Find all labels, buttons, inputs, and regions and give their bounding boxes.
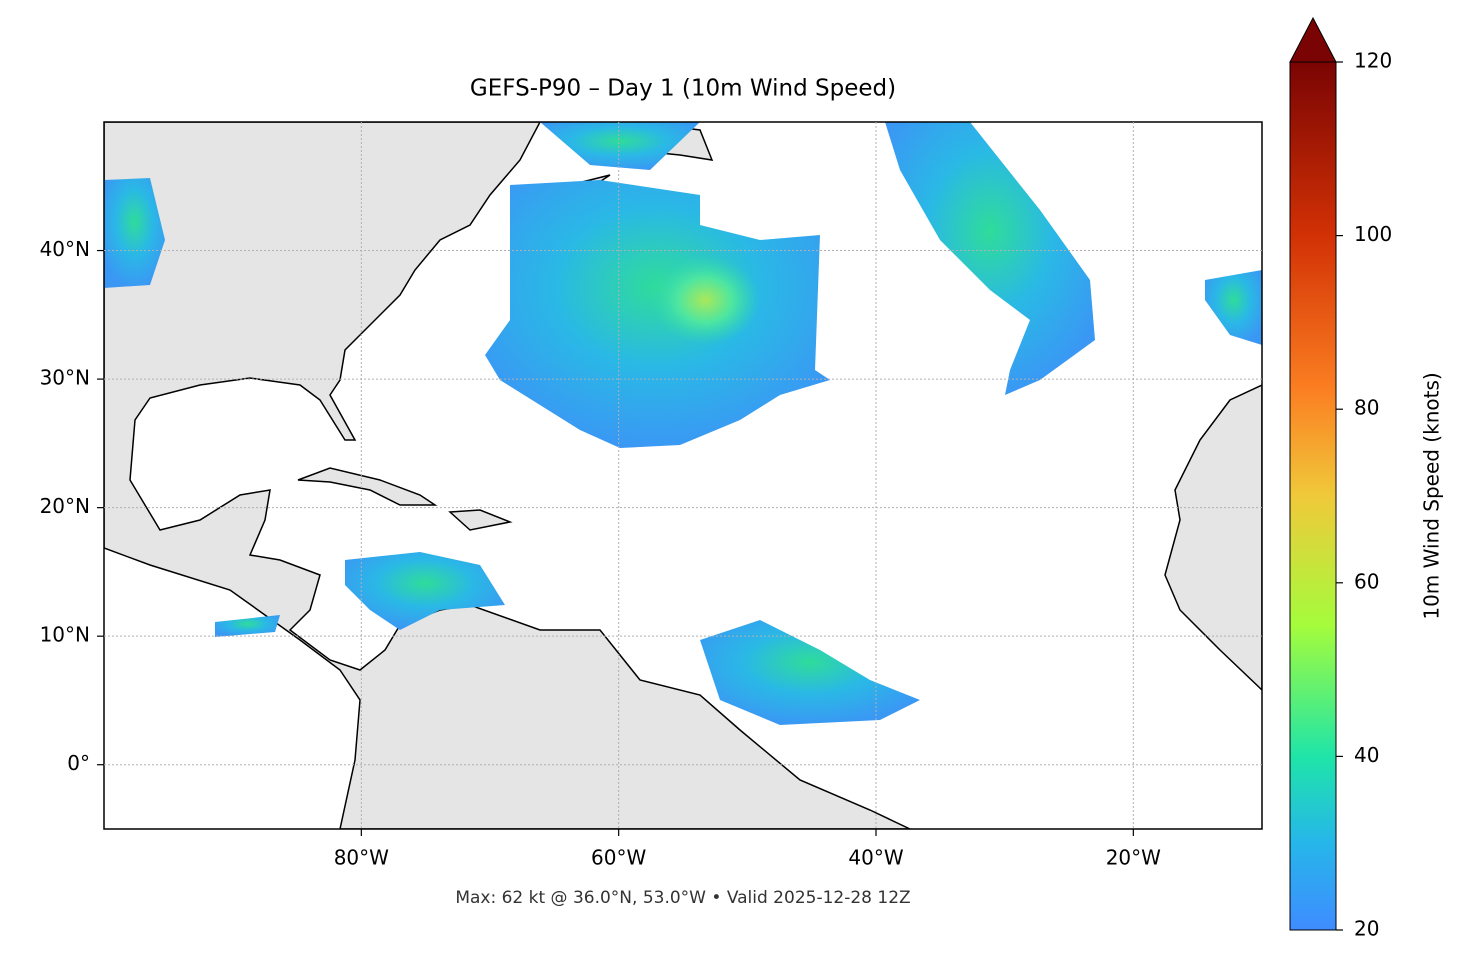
wind-area (540, 122, 700, 170)
colorbar-tick-label: 60 (1354, 569, 1379, 593)
y-tick-label: 40°N (40, 237, 90, 261)
colorbar-tick-label: 80 (1354, 396, 1379, 420)
x-tick-label: 60°W (591, 846, 646, 870)
x-tick-label: 80°W (334, 846, 389, 870)
wind-area (345, 552, 505, 630)
y-tick-label: 30°N (40, 366, 90, 390)
x-tick-label: 20°W (1106, 846, 1161, 870)
y-tick-label: 20°N (40, 494, 90, 518)
wind-area (104, 178, 165, 288)
hispaniola (448, 509, 513, 531)
y-tick-label: 0° (67, 751, 90, 775)
colorbar-tick-label: 100 (1354, 222, 1392, 246)
map-frame (103, 121, 1263, 830)
colorbar (1289, 61, 1337, 931)
wind-area (215, 615, 280, 637)
y-tick-label: 10°N (40, 623, 90, 647)
footer: Max: 62 kt @ 36.0°N, 53.0°W • Valid 2025… (455, 888, 910, 908)
colorbar-tick-label: 40 (1354, 743, 1379, 767)
colorbar-extend (1289, 16, 1337, 63)
wind-area (885, 122, 1095, 395)
map-title: GEFS-P90 – Day 1 (10m Wind Speed) (470, 76, 896, 102)
wind-area (1205, 270, 1262, 345)
wind-area (700, 620, 920, 725)
colorbar-tick-label: 120 (1354, 49, 1392, 73)
x-tick-label: 40°W (848, 846, 903, 870)
wind-core (650, 255, 760, 345)
cuba (297, 467, 438, 506)
colorbar-tick-label: 20 (1354, 917, 1379, 941)
colorbar-label: 10m Wind Speed (knots) (1420, 372, 1444, 619)
africa (1164, 384, 1262, 692)
map-area (104, 122, 1262, 829)
americas (104, 122, 911, 829)
